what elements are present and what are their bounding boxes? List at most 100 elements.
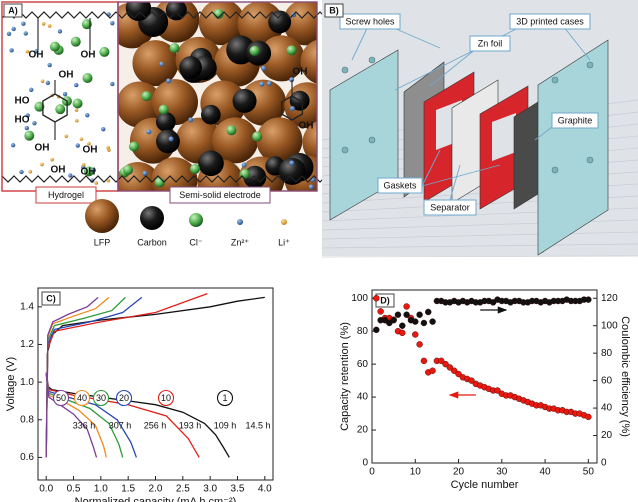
legend-label: Zn²⁺ <box>231 237 250 247</box>
x-tick-label: 0.5 <box>67 484 81 495</box>
carbon-particle <box>179 56 202 79</box>
data-point <box>468 377 475 384</box>
chem-label: OH <box>293 67 308 78</box>
screw-hole <box>586 61 594 69</box>
chloride-ion <box>81 19 92 30</box>
lfp-particle <box>118 81 163 128</box>
zinc-ion <box>110 20 115 26</box>
series-tag <box>73 389 91 407</box>
chloride-ion <box>154 177 165 188</box>
carbon-particle <box>201 104 221 125</box>
series-tag <box>216 389 234 407</box>
chloride-ion <box>252 131 263 142</box>
zinc-ion <box>47 62 52 68</box>
panel-c: 0.0 0.5 1.0 1.5 2.0 2.5 3.0 3.5 4.0 0.6 0.8 1.0 1.2 1… <box>5 287 274 502</box>
callout-label: Graphite <box>558 115 593 125</box>
lfp-particle <box>212 117 259 164</box>
leader-line <box>421 149 501 187</box>
floor-grid <box>321 243 638 249</box>
data-point <box>585 413 592 421</box>
y2-tick-label: 0 <box>601 458 607 469</box>
legend-swatch <box>189 213 203 227</box>
x-tick-label: 3.5 <box>231 484 245 495</box>
data-point <box>585 296 592 303</box>
chloride-ion <box>249 45 260 56</box>
plot-frame <box>371 289 598 464</box>
data-point <box>416 311 423 318</box>
zinc-ion <box>68 173 73 178</box>
zinc-ion <box>241 162 247 168</box>
x-tick-label: 30 <box>496 467 508 478</box>
y-tick-label: 20 <box>357 425 369 436</box>
lithium-ion <box>25 49 30 54</box>
chloride-ion <box>55 104 66 115</box>
lithium-ion <box>74 108 79 112</box>
zinc-ion <box>74 82 79 88</box>
caption: Semi-solid electrode <box>179 190 261 200</box>
lfp-particle <box>256 117 303 164</box>
chem-label: OH <box>83 145 98 156</box>
series-name: 40 <box>77 393 87 403</box>
data-point <box>420 357 428 365</box>
zinc-ion <box>142 170 148 176</box>
label-box <box>3 3 23 18</box>
zinc-ion <box>146 129 152 135</box>
data-point <box>373 295 380 302</box>
legend-swatch <box>85 199 119 233</box>
chloride-ion <box>49 41 60 52</box>
y-tick-label: 1.2 <box>20 339 34 350</box>
chloride-ion <box>286 45 297 56</box>
x-tick-label: 3.0 <box>203 484 217 495</box>
data-point <box>412 331 419 338</box>
data-point <box>403 311 410 318</box>
data-point <box>399 329 406 337</box>
zinc-ion <box>29 87 34 93</box>
chloride-ion <box>141 91 152 102</box>
lithium-ion <box>50 157 54 162</box>
y-tick-label: 0.8 <box>20 414 34 425</box>
screw-hole <box>551 166 559 174</box>
series-line <box>45 296 265 458</box>
series-name: 50 <box>56 393 66 403</box>
zinc-ion <box>85 112 90 118</box>
x-tick-label: 40 <box>540 467 552 478</box>
label-box <box>41 291 61 306</box>
y-tick-label: 80 <box>357 326 369 337</box>
bonds <box>37 18 293 140</box>
zinc-ion <box>188 117 194 123</box>
callout-box <box>423 199 477 216</box>
series-time: 256 h <box>144 420 167 430</box>
legend-label: LFP <box>94 237 111 247</box>
series-name: 10 <box>161 393 171 403</box>
zinc-ion <box>9 48 14 53</box>
floor-grid <box>321 255 638 258</box>
data-point <box>425 308 432 316</box>
chem-label: OH <box>35 143 50 154</box>
zinc-ion <box>45 80 51 86</box>
data-point <box>416 341 423 348</box>
screw-hole <box>551 76 559 84</box>
zinc-ion <box>159 61 165 67</box>
zinc-ion <box>308 184 314 190</box>
x-tick-label: 20 <box>453 467 465 478</box>
panel-label: B) <box>329 5 339 15</box>
legend-label: Carbon <box>137 237 167 247</box>
y-axis-label: Capacity retention (%) <box>339 322 351 431</box>
y-axis-label: Voltage (V) <box>5 357 17 411</box>
data-point <box>403 303 410 310</box>
data-point <box>446 364 454 371</box>
lithium-ion <box>28 169 33 174</box>
legend-swatch <box>281 219 287 225</box>
lithium-ion <box>75 118 79 123</box>
y2-tick-label: 40 <box>601 403 613 414</box>
screw-hole <box>341 146 349 154</box>
lithium-ion <box>41 22 46 26</box>
zinc-ion <box>290 106 296 112</box>
chloride-ion <box>83 166 94 177</box>
carbon-particle <box>155 111 176 132</box>
caption-box <box>35 186 97 204</box>
series-line <box>45 296 99 458</box>
series-name: 20 <box>119 393 129 403</box>
data-point <box>442 360 449 368</box>
chloride-ion <box>82 72 93 83</box>
